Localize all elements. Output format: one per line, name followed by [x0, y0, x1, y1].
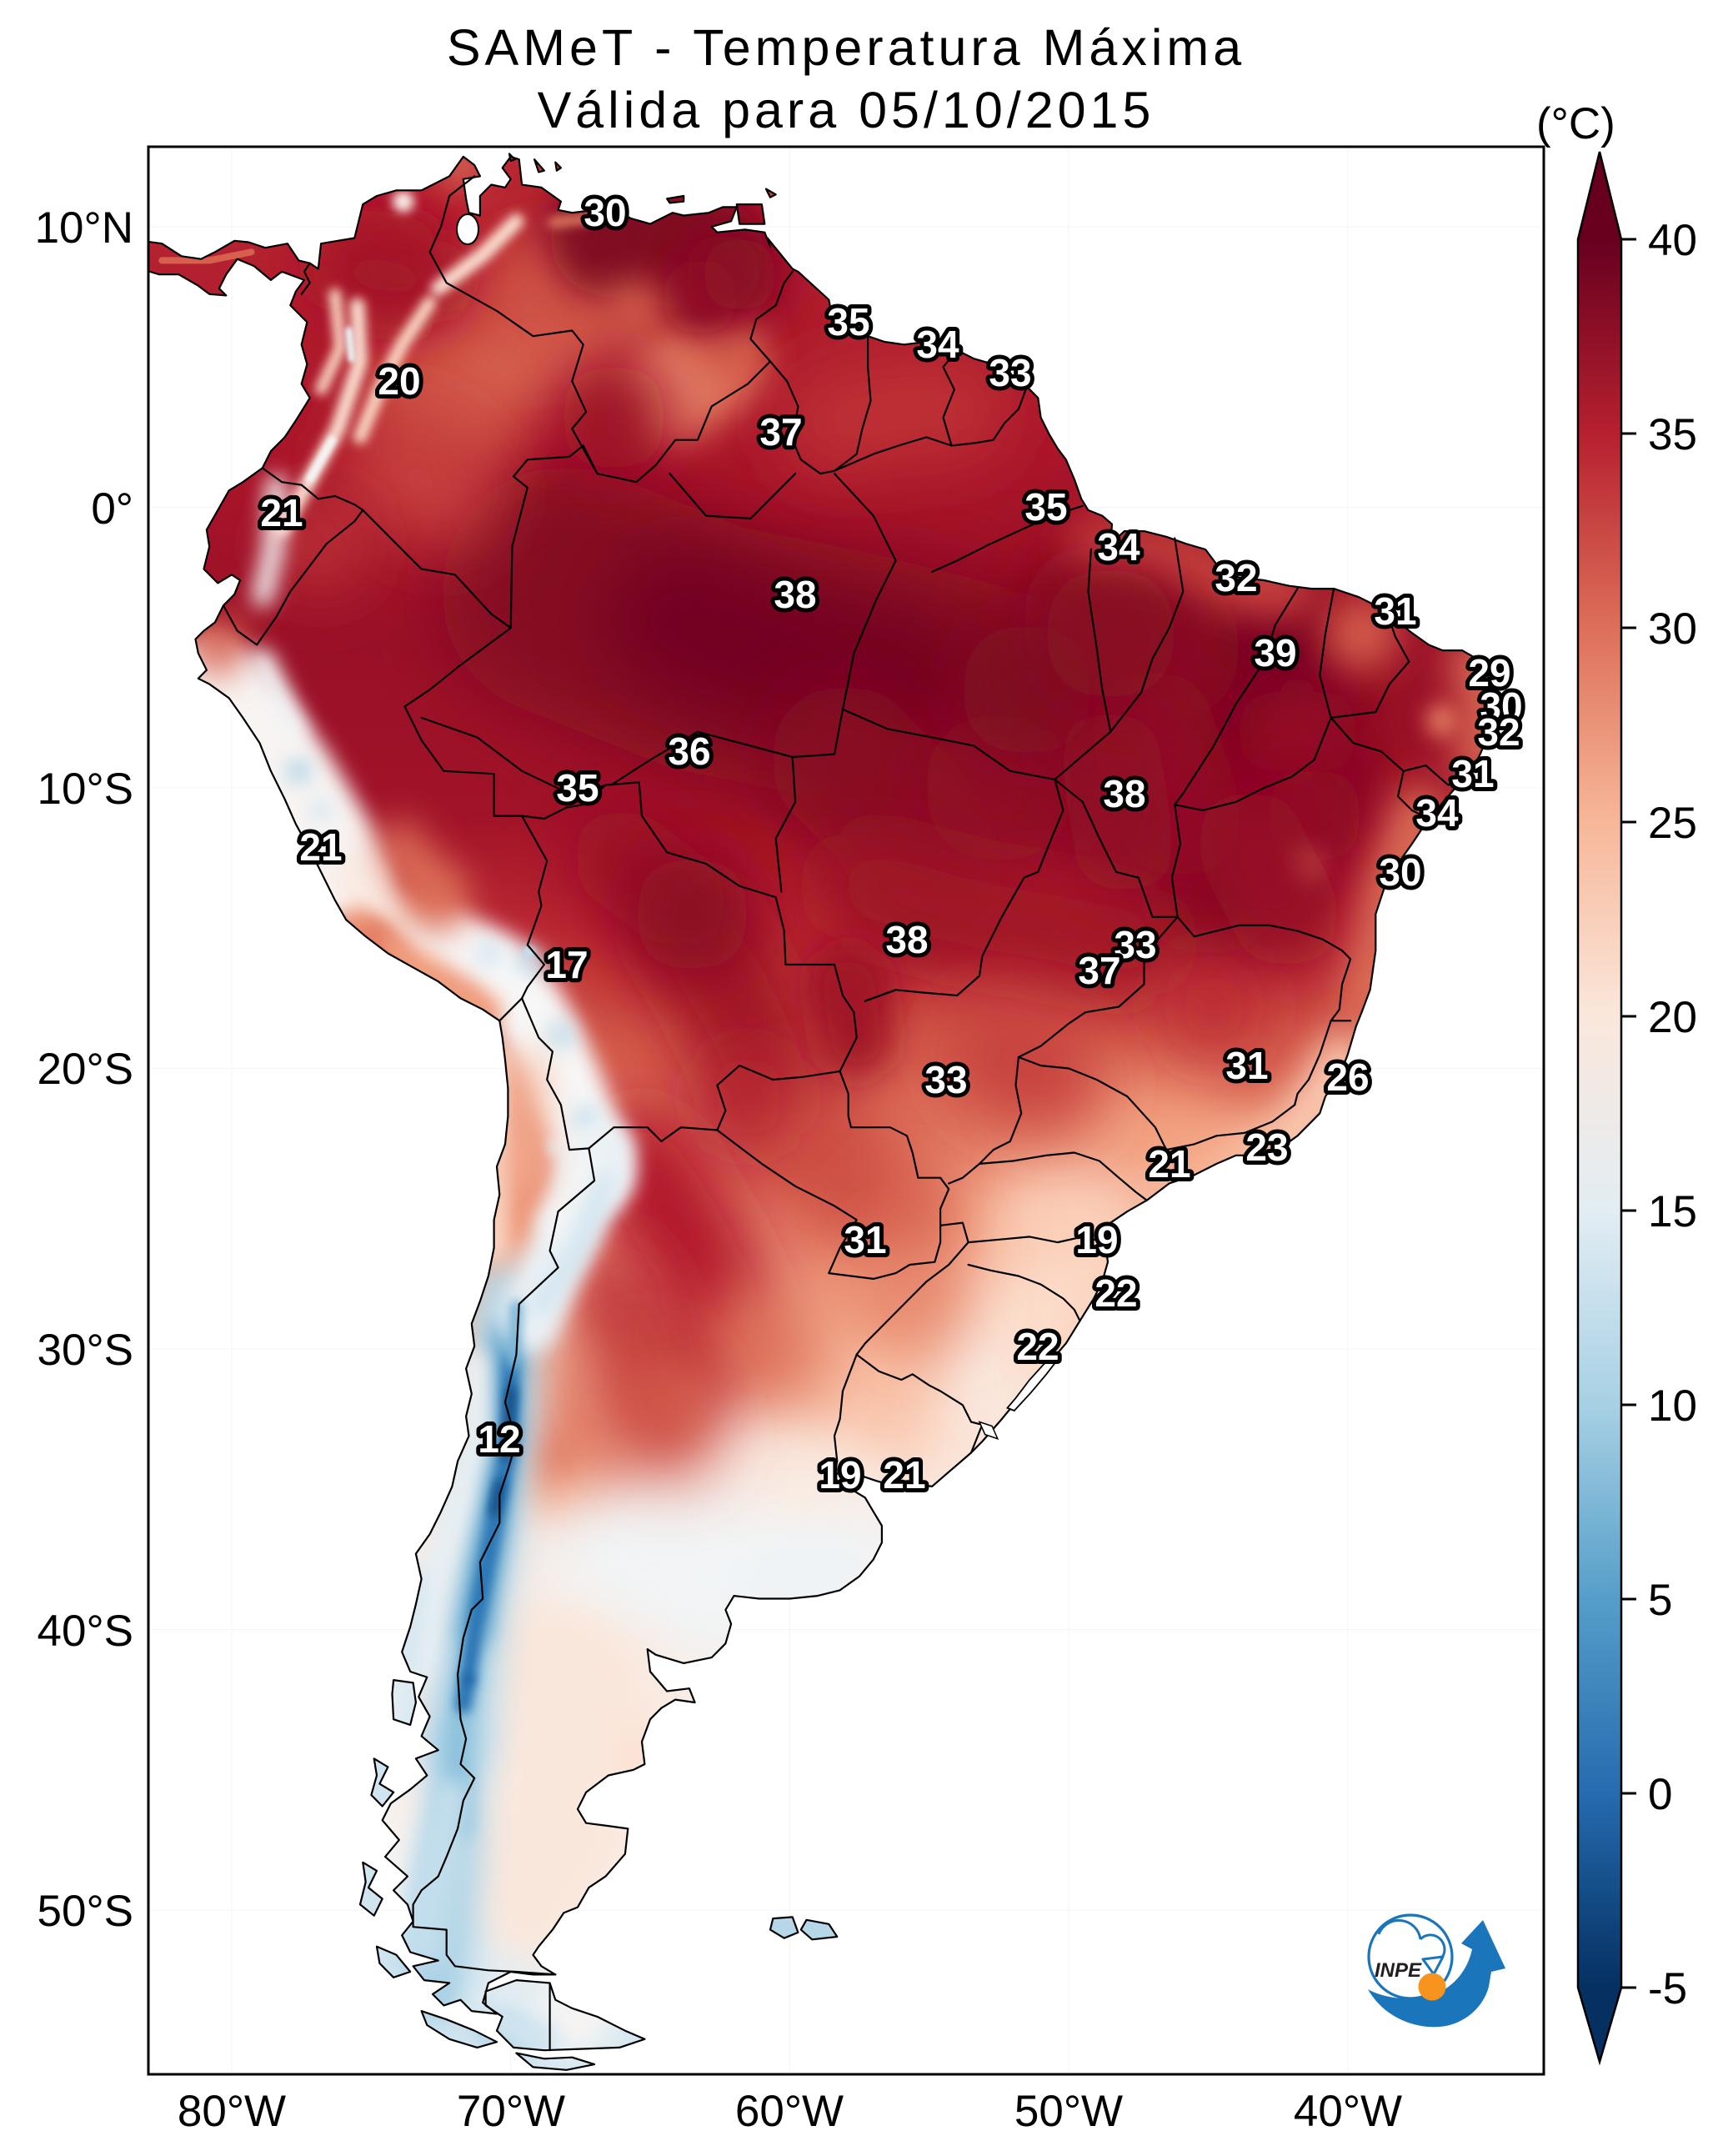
svg-text:19: 19	[819, 1453, 861, 1497]
svg-text:21: 21	[1148, 1142, 1190, 1186]
svg-text:21: 21	[299, 825, 342, 869]
svg-text:30: 30	[1379, 850, 1421, 894]
svg-text:30: 30	[1480, 684, 1522, 728]
svg-text:20°S: 20°S	[38, 1045, 134, 1094]
svg-text:12: 12	[478, 1417, 520, 1461]
svg-text:20: 20	[1648, 993, 1697, 1042]
svg-text:35: 35	[1024, 485, 1067, 529]
svg-text:31: 31	[1225, 1044, 1268, 1087]
svg-text:60°W: 60°W	[735, 2087, 844, 2136]
svg-text:34: 34	[1097, 525, 1140, 569]
svg-text:22: 22	[1016, 1325, 1059, 1368]
svg-text:31: 31	[1451, 752, 1494, 795]
svg-text:0°: 0°	[91, 484, 133, 534]
svg-text:INPE: INPE	[1375, 1959, 1422, 1982]
svg-text:31: 31	[844, 1218, 886, 1261]
svg-text:21: 21	[883, 1453, 925, 1497]
svg-text:32: 32	[1215, 556, 1257, 599]
svg-text:31: 31	[1374, 589, 1416, 633]
svg-text:34: 34	[916, 323, 959, 366]
svg-text:38: 38	[774, 573, 816, 616]
svg-text:70°W: 70°W	[457, 2087, 565, 2136]
svg-text:10: 10	[1648, 1381, 1697, 1431]
svg-text:23: 23	[1245, 1126, 1288, 1169]
svg-text:36: 36	[668, 730, 710, 773]
svg-text:50°W: 50°W	[1014, 2087, 1123, 2136]
svg-text:5: 5	[1648, 1576, 1672, 1625]
svg-text:40: 40	[1648, 216, 1697, 265]
svg-text:21: 21	[260, 491, 303, 534]
svg-text:Válida para 05/10/2015: Válida para 05/10/2015	[538, 82, 1155, 138]
svg-text:25: 25	[1648, 799, 1697, 848]
svg-text:20: 20	[378, 359, 420, 403]
svg-text:0: 0	[1648, 1770, 1672, 1819]
svg-text:10°N: 10°N	[35, 203, 133, 253]
svg-text:17: 17	[545, 943, 588, 986]
svg-text:35: 35	[556, 766, 599, 810]
svg-text:26: 26	[1326, 1055, 1369, 1099]
svg-text:30: 30	[584, 191, 626, 234]
svg-text:29: 29	[1468, 651, 1510, 694]
svg-text:40°S: 40°S	[38, 1607, 134, 1656]
svg-text:37: 37	[1078, 949, 1120, 992]
svg-text:19: 19	[1075, 1218, 1118, 1261]
svg-text:40°W: 40°W	[1294, 2087, 1402, 2136]
svg-text:32: 32	[1477, 710, 1520, 754]
svg-text:37: 37	[759, 410, 802, 454]
svg-text:39: 39	[1254, 631, 1296, 674]
svg-text:30°S: 30°S	[38, 1326, 134, 1375]
svg-text:33: 33	[989, 351, 1031, 394]
svg-text:30: 30	[1648, 604, 1697, 654]
svg-text:10°S: 10°S	[38, 765, 134, 814]
svg-text:50°S: 50°S	[38, 1887, 134, 1936]
svg-text:33: 33	[924, 1058, 967, 1101]
svg-text:80°W: 80°W	[178, 2087, 286, 2136]
svg-text:(°C): (°C)	[1536, 99, 1615, 148]
svg-text:22: 22	[1094, 1271, 1137, 1315]
svg-text:SAMeT - Temperatura Máxima: SAMeT - Temperatura Máxima	[447, 19, 1245, 76]
svg-text:38: 38	[885, 918, 928, 961]
svg-text:-5: -5	[1648, 1964, 1687, 2013]
svg-text:38: 38	[1103, 772, 1145, 815]
svg-text:33: 33	[1114, 923, 1156, 966]
svg-text:35: 35	[827, 300, 869, 343]
svg-text:34: 34	[1415, 791, 1459, 835]
svg-text:35: 35	[1648, 410, 1697, 459]
svg-text:15: 15	[1648, 1187, 1697, 1236]
